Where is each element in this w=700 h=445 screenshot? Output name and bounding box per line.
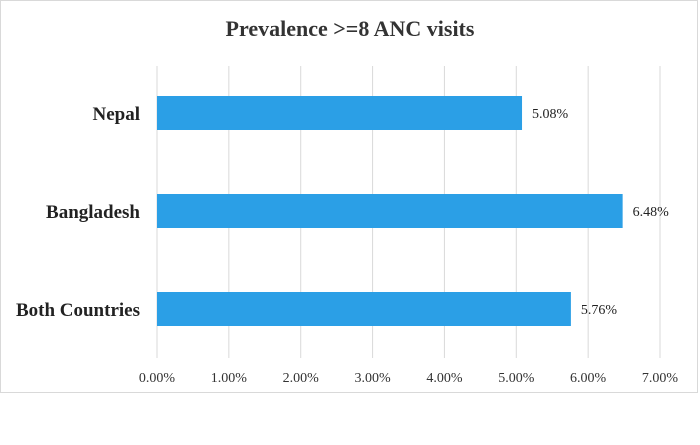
chart-title: Prevalence >=8 ANC visits bbox=[225, 16, 475, 41]
x-tick-label: 3.00% bbox=[354, 371, 391, 386]
x-tick-label: 0.00% bbox=[139, 371, 176, 386]
x-tick-label: 4.00% bbox=[426, 371, 463, 386]
x-tick-label: 7.00% bbox=[642, 371, 679, 386]
x-tick-label: 2.00% bbox=[283, 371, 320, 386]
bar bbox=[157, 292, 571, 326]
x-tick-label: 1.00% bbox=[211, 371, 248, 386]
data-label: 6.48% bbox=[633, 205, 670, 220]
category-label: Both Countries bbox=[16, 300, 140, 321]
x-tick-label: 6.00% bbox=[570, 371, 607, 386]
category-label: Bangladesh bbox=[46, 202, 140, 223]
category-label: Nepal bbox=[93, 104, 141, 125]
bar bbox=[157, 96, 523, 130]
bar bbox=[157, 194, 623, 228]
data-label: 5.76% bbox=[581, 303, 618, 318]
data-label: 5.08% bbox=[532, 107, 569, 122]
x-tick-label: 5.00% bbox=[498, 371, 535, 386]
